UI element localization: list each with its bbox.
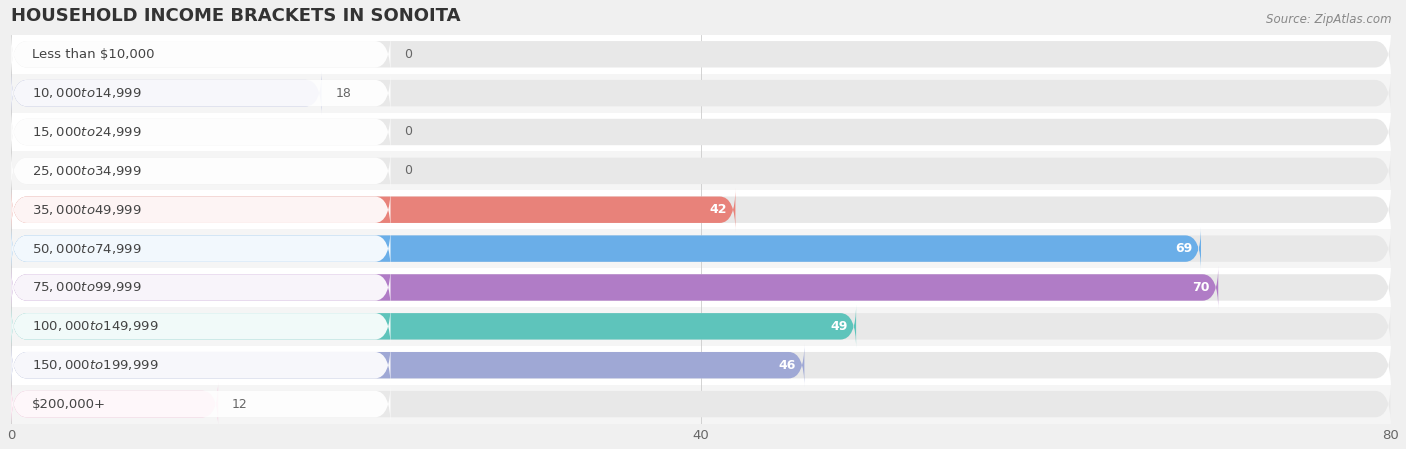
Text: 0: 0 bbox=[405, 48, 412, 61]
FancyBboxPatch shape bbox=[11, 304, 856, 348]
FancyBboxPatch shape bbox=[11, 382, 391, 426]
Text: $50,000 to $74,999: $50,000 to $74,999 bbox=[32, 242, 142, 255]
Text: $15,000 to $24,999: $15,000 to $24,999 bbox=[32, 125, 142, 139]
Text: 18: 18 bbox=[335, 87, 352, 100]
FancyBboxPatch shape bbox=[11, 32, 1391, 76]
FancyBboxPatch shape bbox=[11, 343, 804, 387]
FancyBboxPatch shape bbox=[11, 227, 1201, 271]
FancyBboxPatch shape bbox=[11, 149, 1391, 193]
Text: 69: 69 bbox=[1175, 242, 1192, 255]
Bar bbox=[11, 385, 1391, 423]
FancyBboxPatch shape bbox=[11, 382, 218, 426]
Text: $100,000 to $149,999: $100,000 to $149,999 bbox=[32, 319, 159, 333]
Text: Less than $10,000: Less than $10,000 bbox=[32, 48, 155, 61]
FancyBboxPatch shape bbox=[11, 110, 1391, 154]
Bar bbox=[11, 74, 1391, 113]
Text: 70: 70 bbox=[1192, 281, 1209, 294]
FancyBboxPatch shape bbox=[11, 265, 1391, 309]
FancyBboxPatch shape bbox=[11, 188, 735, 232]
Bar bbox=[11, 151, 1391, 190]
Text: 46: 46 bbox=[779, 359, 796, 372]
FancyBboxPatch shape bbox=[11, 149, 391, 193]
FancyBboxPatch shape bbox=[11, 32, 391, 76]
FancyBboxPatch shape bbox=[11, 343, 391, 387]
Bar bbox=[11, 190, 1391, 229]
FancyBboxPatch shape bbox=[11, 188, 1391, 232]
FancyBboxPatch shape bbox=[11, 382, 1391, 426]
Text: HOUSEHOLD INCOME BRACKETS IN SONOITA: HOUSEHOLD INCOME BRACKETS IN SONOITA bbox=[11, 7, 461, 25]
FancyBboxPatch shape bbox=[11, 110, 391, 154]
FancyBboxPatch shape bbox=[11, 71, 322, 115]
FancyBboxPatch shape bbox=[11, 227, 1391, 271]
FancyBboxPatch shape bbox=[11, 343, 1391, 387]
Bar bbox=[11, 229, 1391, 268]
FancyBboxPatch shape bbox=[11, 188, 391, 232]
Text: $35,000 to $49,999: $35,000 to $49,999 bbox=[32, 203, 142, 217]
Text: $75,000 to $99,999: $75,000 to $99,999 bbox=[32, 281, 142, 295]
Text: $25,000 to $34,999: $25,000 to $34,999 bbox=[32, 164, 142, 178]
Text: 12: 12 bbox=[232, 397, 247, 410]
Text: 0: 0 bbox=[405, 164, 412, 177]
FancyBboxPatch shape bbox=[11, 265, 391, 309]
Text: Source: ZipAtlas.com: Source: ZipAtlas.com bbox=[1267, 13, 1392, 26]
Bar bbox=[11, 113, 1391, 151]
Bar bbox=[11, 35, 1391, 74]
Text: 42: 42 bbox=[709, 203, 727, 216]
Bar bbox=[11, 268, 1391, 307]
FancyBboxPatch shape bbox=[11, 304, 391, 348]
Text: $150,000 to $199,999: $150,000 to $199,999 bbox=[32, 358, 159, 372]
Text: 49: 49 bbox=[830, 320, 848, 333]
FancyBboxPatch shape bbox=[11, 227, 391, 271]
Text: $200,000+: $200,000+ bbox=[32, 397, 105, 410]
FancyBboxPatch shape bbox=[11, 71, 391, 115]
Bar bbox=[11, 307, 1391, 346]
Text: $10,000 to $14,999: $10,000 to $14,999 bbox=[32, 86, 142, 100]
Text: 0: 0 bbox=[405, 126, 412, 138]
FancyBboxPatch shape bbox=[11, 71, 1391, 115]
FancyBboxPatch shape bbox=[11, 304, 1391, 348]
FancyBboxPatch shape bbox=[11, 265, 1218, 309]
Bar bbox=[11, 346, 1391, 385]
